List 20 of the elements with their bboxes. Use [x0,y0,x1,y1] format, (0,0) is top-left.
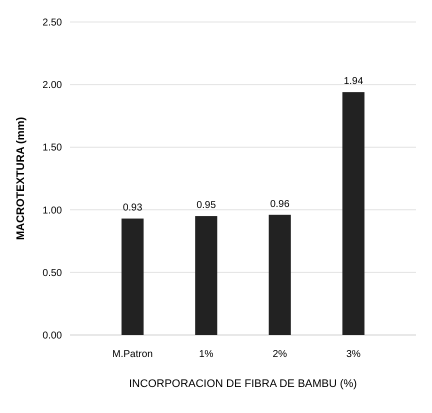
x-axis-title: INCORPORACION DE FIBRA DE BAMBU (%) [129,378,357,390]
bar [268,214,291,335]
y-axis-title: MACROTEXTURA (mm) [15,116,27,240]
y-tick-label: 1.50 [42,142,62,154]
bar [342,92,364,335]
y-tick-label: 2.50 [42,18,62,28]
x-tick-label: 2% [272,349,288,360]
y-tick-label: 1.00 [42,205,62,216]
bar [122,218,144,335]
y-tick-label: 2.00 [42,80,62,92]
x-tick-label: M.Patron [112,349,153,360]
x-tick-label: 3% [346,349,361,360]
bar [195,216,218,335]
y-tick-label: 0.00 [42,330,62,342]
data-label: 0.96 [270,198,290,210]
x-tick-label: 1% [198,349,214,360]
data-label: 0.95 [196,200,216,212]
data-label: 1.94 [344,76,364,88]
y-tick-label: 0.50 [42,268,62,279]
data-label: 0.93 [122,202,143,214]
